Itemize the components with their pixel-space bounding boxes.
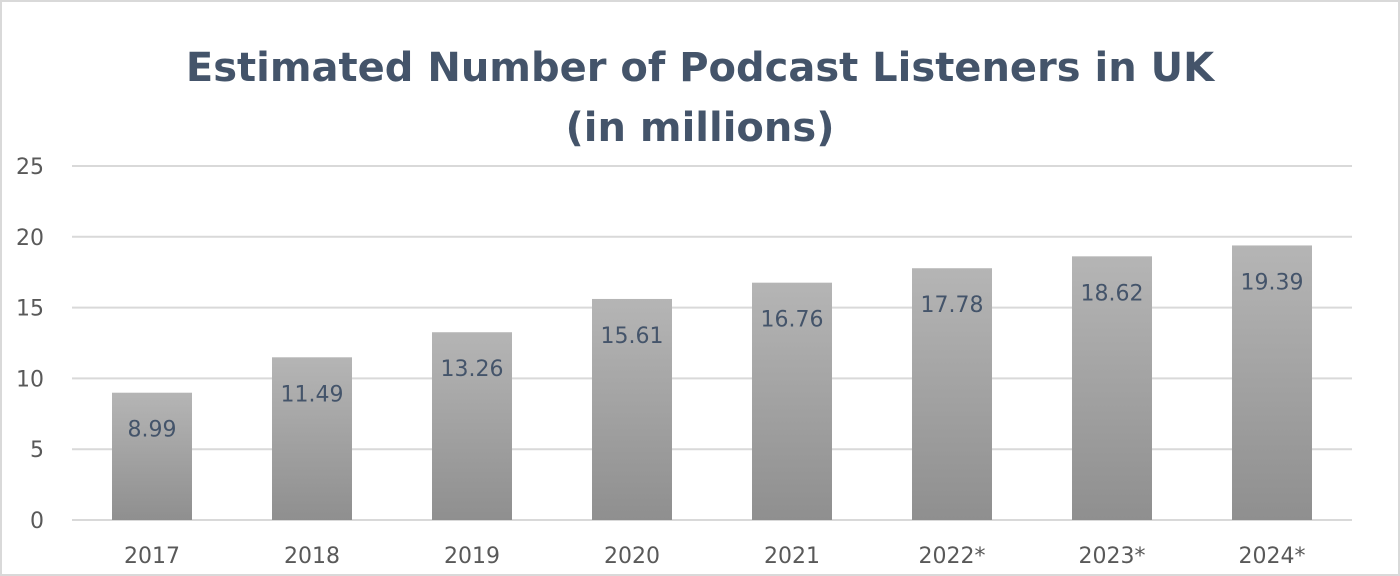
bar <box>752 282 832 520</box>
y-axis-tick-labels: 0 5 10 15 20 25 <box>16 155 44 534</box>
data-labels: 8.99 11.49 13.26 15.61 16.76 17.78 18.62 19.39 <box>128 270 1304 442</box>
y-tick-label: 5 <box>30 438 44 463</box>
bar <box>432 332 512 520</box>
x-tick-label: 2024* <box>1239 544 1306 569</box>
x-tick-label: 2020 <box>604 544 660 569</box>
bar <box>1232 245 1312 520</box>
x-tick-label: 2018 <box>284 544 340 569</box>
y-tick-label: 25 <box>16 155 44 180</box>
x-tick-label: 2017 <box>124 544 180 569</box>
y-tick-label: 0 <box>30 509 44 534</box>
x-tick-label: 2023* <box>1079 544 1146 569</box>
chart-title: Estimated Number of Podcast Listeners in… <box>185 45 1215 151</box>
data-label: 18.62 <box>1081 281 1144 306</box>
x-tick-label: 2022* <box>919 544 986 569</box>
bar <box>272 357 352 520</box>
bar <box>1072 256 1152 520</box>
bar <box>112 392 192 520</box>
bars <box>112 245 1312 520</box>
data-label: 8.99 <box>128 418 177 443</box>
data-label: 19.39 <box>1241 270 1304 295</box>
data-label: 11.49 <box>281 382 344 407</box>
gridlines <box>72 165 1352 521</box>
x-axis-tick-labels: 2017 2018 2019 2020 2021 2022* 2023* 2024* <box>124 544 1306 569</box>
data-label: 17.78 <box>921 293 984 318</box>
bar <box>912 268 992 520</box>
data-label: 16.76 <box>761 308 824 333</box>
x-tick-label: 2021 <box>764 544 820 569</box>
x-tick-label: 2019 <box>444 544 500 569</box>
data-label: 13.26 <box>441 357 504 382</box>
y-tick-label: 15 <box>16 297 44 322</box>
y-tick-label: 20 <box>16 226 44 251</box>
y-tick-label: 10 <box>16 367 44 392</box>
data-label: 15.61 <box>601 324 664 349</box>
bar <box>592 298 672 520</box>
